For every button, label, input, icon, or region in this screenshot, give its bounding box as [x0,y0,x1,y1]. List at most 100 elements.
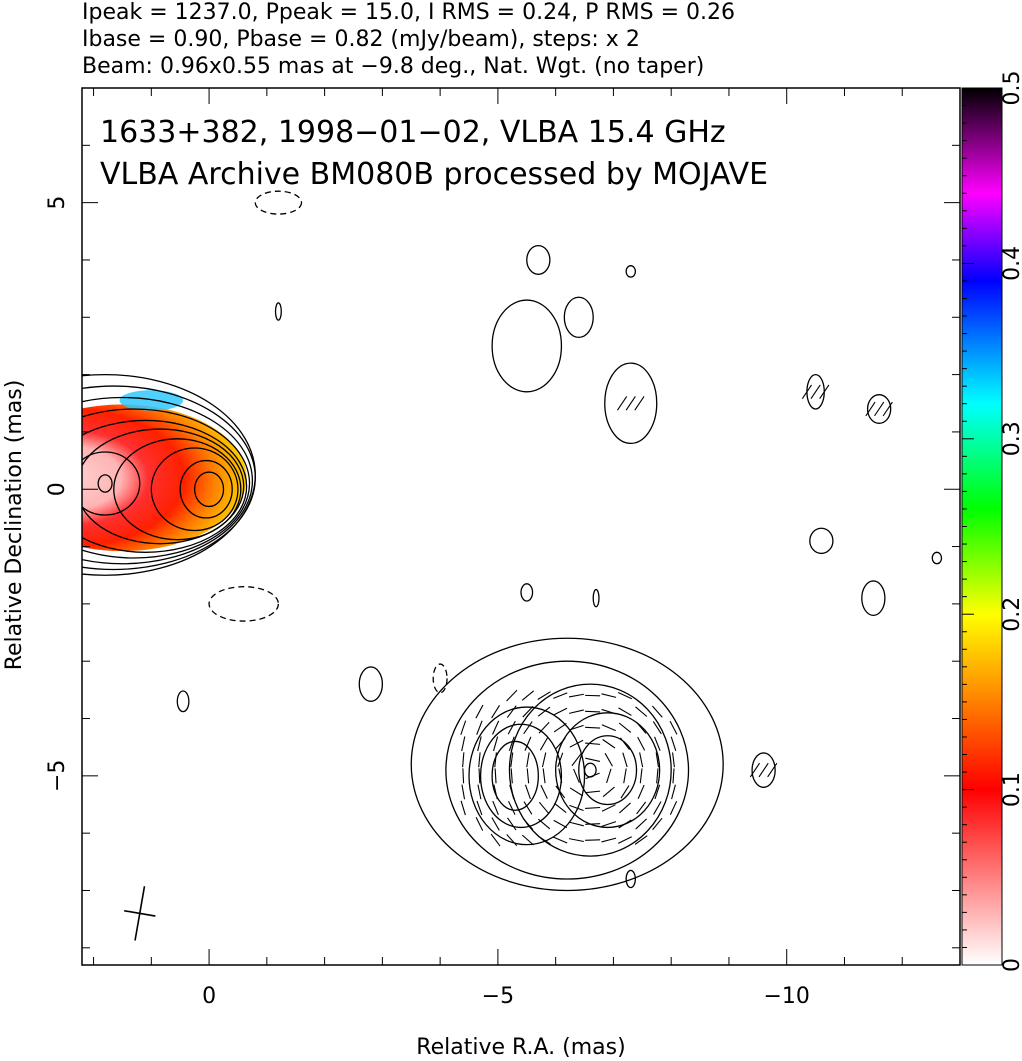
evpa-vector [475,817,484,831]
evpa-vector [538,721,550,734]
evpa-vector [585,726,601,729]
evpa-vector [462,752,465,768]
evpa-vector [554,802,567,813]
evpa-vector [601,837,617,843]
evpa-vector [553,722,567,733]
colorbar-ticks: 0 0.1 0.2 0.3 0.4 0.5 [962,71,1022,972]
polarization-region [82,404,247,552]
evpa-vector [672,752,675,768]
contour [604,362,658,445]
y-tick-label: −5 [45,760,70,792]
axis-ticks [82,87,961,965]
evpa-vector [634,396,645,411]
evpa-vector [491,705,501,719]
evpa-vector [617,396,628,411]
evpa-vector [509,784,515,800]
evpa-vector [460,800,466,816]
contour [97,474,113,493]
evpa-vector [636,801,647,815]
evpa-vector [524,784,531,800]
evpa-vector [672,768,675,784]
evpa-vector [478,752,481,768]
evpa-vector [655,752,660,768]
evpa-vector [507,817,517,831]
evpa-vector [602,739,616,749]
evpa-vector [670,736,677,752]
evpa-vector [767,762,778,778]
evpa-vector [493,736,499,752]
evpa-vector [569,804,584,812]
evpa-vector [506,705,517,718]
evpa-vector [537,835,551,845]
x-tick-label: 0 [202,984,216,1009]
contour [866,394,892,424]
header-line-3: Beam: 0.96x0.55 mas at −9.8 deg., Nat. W… [82,54,704,79]
contour [193,471,225,508]
negative-contour [432,663,448,694]
evpa-vector [461,736,466,752]
evpa-vector [758,762,769,778]
contour [555,712,661,829]
contour [592,588,600,608]
evpa-vector [569,709,584,714]
evpa-vector [541,752,547,768]
evpa-vector [537,691,551,700]
evpa-vector [507,800,516,815]
evpa-vector [491,817,500,831]
evpa-vector [669,800,678,815]
contour [931,551,943,565]
evpa-vector [585,806,601,809]
colorbar-tick-label: 0.4 [1000,246,1022,281]
evpa-vector [494,768,497,784]
evpa-vector [526,768,530,784]
negative-contours [208,190,448,694]
evpa-vector [654,784,661,800]
evpa-vector [553,819,568,829]
colorbar-tick-label: 0.5 [1000,71,1022,106]
colorbar-tick-label: 0 [1000,958,1022,972]
evpa-vector [623,768,627,784]
evpa-vector [573,768,580,783]
evpa-vector [749,762,761,778]
evpa-vector [639,768,643,784]
evpa-vector [477,736,482,752]
evpa-vector [635,818,648,830]
evpa-vector [461,784,466,800]
evpa-vector [585,710,601,713]
evpa-vector [601,724,616,732]
contour [468,706,586,846]
evpa-vector [538,818,551,830]
contour [82,419,248,553]
colorbar-tick-label: 0.1 [1000,772,1022,807]
header-line-1: Ipeak = 1237.0, Ppeak = 15.0, I RMS = 0.… [82,0,735,25]
contour [113,438,242,541]
contour [82,408,251,559]
evpa-vector [558,768,563,784]
evpa-vector [526,752,530,768]
evpa-vector [617,836,632,844]
evpa-vector [460,720,467,735]
evpa-vector [569,787,584,797]
evpa-vector [475,704,484,719]
evpa-vector [569,821,584,827]
evpa-vector [506,689,518,702]
contour [82,428,245,545]
evpa-vector [568,693,584,698]
polarization-vectors [460,384,893,847]
evpa-vector [606,768,612,784]
evpa-vector [639,752,644,768]
evpa-vector [542,768,546,784]
evpa-vector [462,768,465,784]
contour [358,666,384,702]
contour [563,296,594,338]
evpa-vector [476,800,483,816]
contour [578,735,638,806]
contour [179,459,233,519]
plot-frame [81,87,961,966]
contour [508,683,672,857]
evpa-vector [602,786,615,798]
evpa-vector [478,768,481,784]
evpa-vector [569,739,584,748]
evpa-vector [637,736,646,751]
